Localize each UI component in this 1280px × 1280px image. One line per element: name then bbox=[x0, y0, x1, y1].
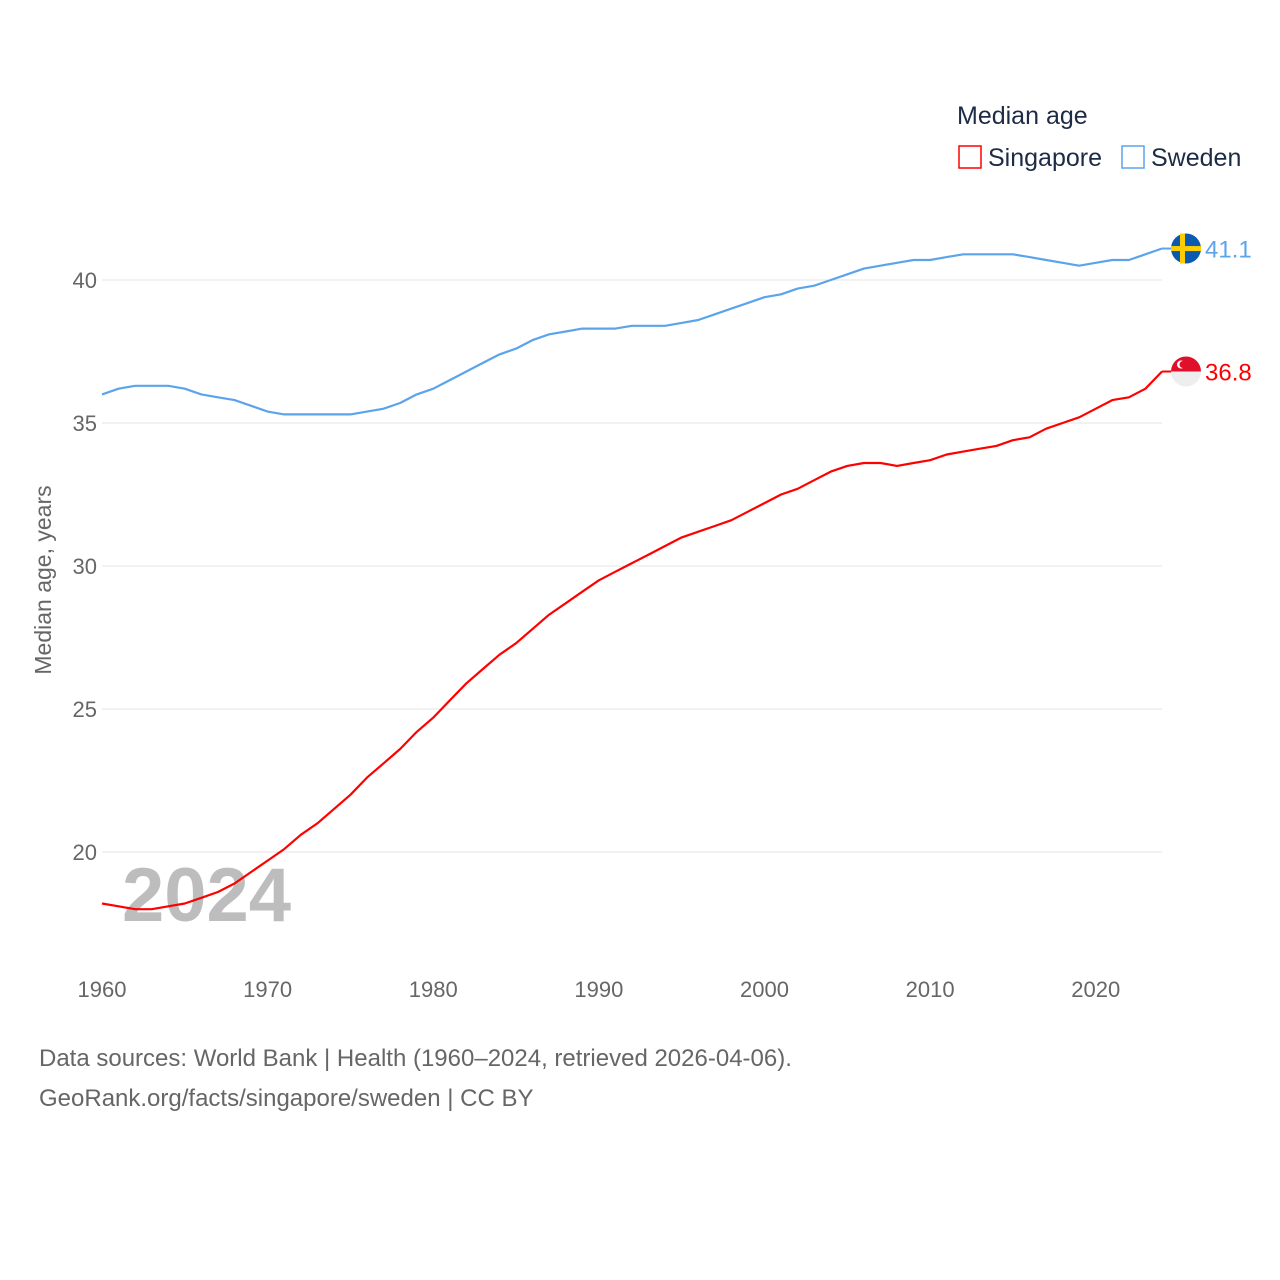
sweden-flag-icon bbox=[1171, 233, 1201, 264]
end-value-label: 41.1 bbox=[1205, 237, 1252, 264]
x-tick-label: 1960 bbox=[78, 977, 127, 1002]
x-tick-label: 1970 bbox=[243, 977, 292, 1002]
x-tick-label: 2010 bbox=[906, 977, 955, 1002]
series-line-singapore bbox=[101, 370, 1163, 911]
flag-cross-v bbox=[1180, 233, 1185, 264]
y-tick-label: 20 bbox=[73, 840, 97, 865]
source-note: Data sources: World Bank | Health (1960–… bbox=[39, 1045, 792, 1072]
source-link[interactable]: GeoRank.org/facts/singapore/sweden | CC … bbox=[39, 1085, 534, 1112]
legend-swatch bbox=[958, 145, 982, 169]
x-tick-label: 1990 bbox=[574, 977, 623, 1002]
end-value-label: 36.8 bbox=[1205, 360, 1252, 387]
x-tick-label: 2000 bbox=[740, 977, 789, 1002]
legend-swatch bbox=[1121, 145, 1145, 169]
legend-item-sweden: Sweden bbox=[1151, 144, 1241, 172]
flag-moon-cut bbox=[1179, 361, 1187, 369]
y-tick-label: 35 bbox=[73, 411, 97, 436]
series-line-sweden bbox=[101, 247, 1163, 416]
y-tick-label: 40 bbox=[73, 268, 97, 293]
legend-title: Median age bbox=[957, 102, 1088, 130]
singapore-flag-icon bbox=[1171, 356, 1201, 387]
y-tick-label: 25 bbox=[73, 697, 97, 722]
y-axis-label: Median age, years bbox=[30, 485, 56, 674]
y-tick-label: 30 bbox=[73, 554, 97, 579]
legend-item-singapore: Singapore bbox=[988, 144, 1102, 172]
x-tick-label: 2020 bbox=[1071, 977, 1120, 1002]
flag-cross-h bbox=[1171, 246, 1201, 252]
x-tick-label: 1980 bbox=[409, 977, 458, 1002]
